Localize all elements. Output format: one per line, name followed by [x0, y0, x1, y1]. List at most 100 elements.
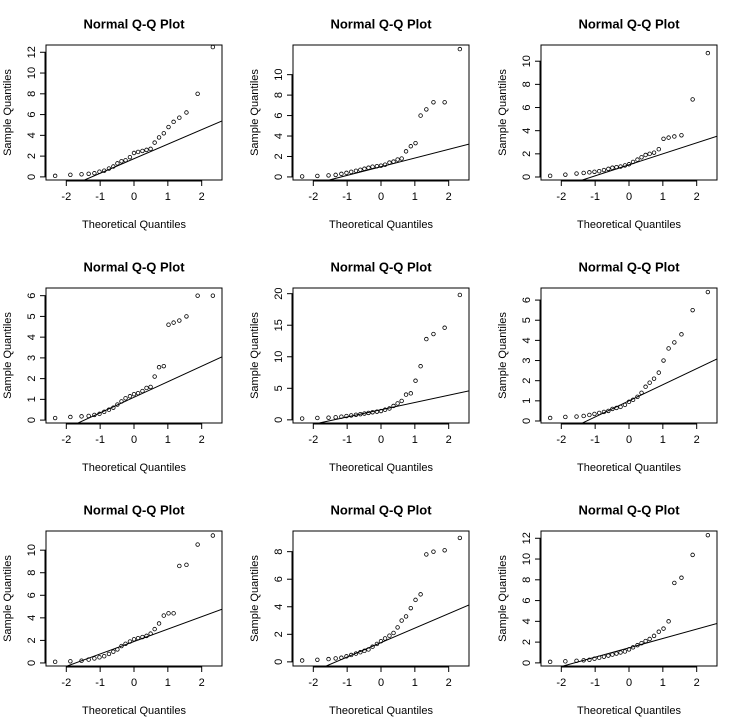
- point: [171, 119, 176, 125]
- y-tick-label: 0: [521, 418, 533, 424]
- point: [666, 346, 671, 351]
- point: [358, 411, 363, 417]
- point: [161, 363, 166, 369]
- y-tick-label: 8: [273, 92, 285, 98]
- point: [610, 652, 615, 657]
- x-tick-label: 1: [412, 677, 418, 689]
- point: [210, 533, 216, 538]
- point: [651, 633, 657, 639]
- point: [614, 651, 619, 656]
- point: [661, 136, 666, 141]
- y-tick-label: 5: [521, 317, 533, 323]
- point: [370, 644, 375, 649]
- x-tick-label: 2: [694, 191, 700, 203]
- point: [102, 409, 107, 415]
- point: [299, 416, 305, 421]
- point: [333, 656, 338, 661]
- point: [111, 405, 116, 410]
- y-tick-label: 8: [26, 91, 38, 97]
- x-tick-label: 2: [446, 191, 452, 203]
- point: [86, 657, 91, 662]
- point: [391, 630, 396, 636]
- y-tick-label: 0: [26, 417, 38, 423]
- point: [127, 154, 133, 160]
- x-tick-label: 0: [378, 191, 384, 203]
- point: [115, 647, 120, 652]
- y-tick-label: 3: [26, 355, 38, 361]
- point: [635, 643, 640, 648]
- point: [52, 173, 58, 179]
- point: [651, 150, 657, 155]
- point: [86, 171, 91, 176]
- y-tick-label: 8: [273, 549, 285, 555]
- point: [326, 656, 331, 662]
- point: [333, 415, 338, 420]
- y-tick-label: 6: [521, 104, 533, 110]
- point: [92, 412, 97, 418]
- point: [362, 411, 367, 416]
- point: [97, 655, 102, 660]
- x-tick-label: 1: [660, 677, 666, 689]
- x-tick-label: -1: [95, 191, 105, 203]
- y-tick-label: 12: [521, 532, 533, 544]
- point: [195, 293, 200, 298]
- point: [299, 174, 305, 179]
- point: [106, 166, 112, 171]
- point: [606, 166, 611, 172]
- point: [315, 173, 320, 179]
- point: [148, 631, 153, 636]
- y-tick-label: 5: [26, 313, 38, 319]
- panel-title: Normal Q-Q Plot: [578, 502, 680, 517]
- point: [635, 394, 640, 400]
- panel-title: Normal Q-Q Plot: [330, 259, 432, 274]
- point: [156, 621, 162, 626]
- point: [614, 164, 619, 170]
- panel: Normal Q-Q Plot Theoretical Quantiles Samp…: [2, 502, 223, 717]
- point: [431, 100, 436, 105]
- point: [366, 647, 371, 652]
- point: [353, 412, 359, 417]
- point: [326, 173, 331, 178]
- point: [387, 633, 392, 638]
- point: [92, 656, 97, 661]
- point: [592, 411, 597, 417]
- point: [643, 152, 648, 158]
- x-tick-label: 1: [660, 191, 666, 203]
- point: [378, 408, 384, 414]
- point: [581, 413, 586, 419]
- point: [413, 597, 418, 603]
- y-tick-label: 2: [273, 631, 285, 637]
- y-tick-label: 4: [521, 128, 533, 134]
- point: [597, 655, 602, 660]
- point: [135, 390, 141, 396]
- point: [630, 397, 636, 403]
- x-tick-label: -2: [308, 677, 318, 689]
- point: [672, 340, 677, 345]
- qq-line: [65, 608, 222, 666]
- point: [349, 652, 354, 658]
- y-tick-label: 4: [521, 337, 533, 343]
- point: [639, 640, 644, 646]
- point: [656, 629, 661, 634]
- point: [177, 318, 182, 323]
- x-tick-label: 0: [378, 434, 384, 446]
- panel-title: Normal Q-Q Plot: [330, 16, 432, 31]
- x-axis-label: Theoretical Quantiles: [577, 462, 681, 474]
- point: [148, 384, 153, 390]
- point: [370, 410, 375, 415]
- y-axis-label: Sample Quantiles: [2, 312, 14, 399]
- x-tick-label: 1: [165, 677, 171, 689]
- y-tick-label: 3: [521, 357, 533, 363]
- panel-title: Normal Q-Q Plot: [83, 502, 185, 517]
- point: [606, 653, 611, 658]
- point: [622, 649, 628, 654]
- point: [79, 172, 84, 177]
- x-tick-label: 0: [626, 434, 632, 446]
- y-tick-label: 2: [273, 153, 285, 159]
- point: [418, 364, 423, 369]
- x-tick-label: 1: [412, 434, 418, 446]
- point: [403, 614, 409, 619]
- point: [643, 384, 648, 389]
- x-tick-label: 0: [378, 677, 384, 689]
- point: [210, 293, 216, 298]
